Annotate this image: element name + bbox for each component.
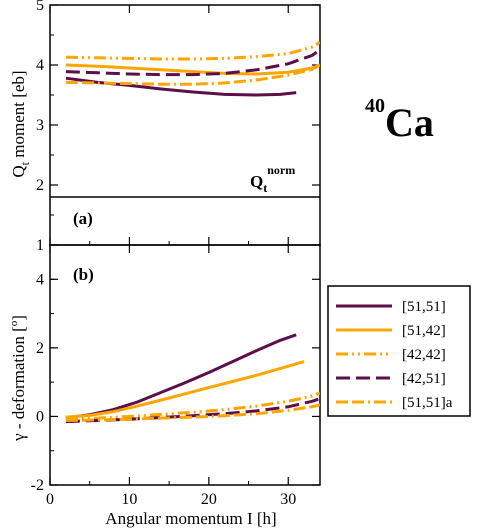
panel-b: -2 0 2 4: [31, 244, 321, 494]
y-tick-label: 3: [36, 117, 44, 134]
series-line--42-42-: [65, 40, 320, 61]
legend-label: [51,42]: [402, 323, 446, 339]
y-tick-label: 2: [36, 177, 44, 194]
x-tick-label: 10: [121, 491, 137, 508]
series-line--51-51-a: [65, 63, 320, 86]
panel-b-ylabel: γ - deformation [o]: [8, 315, 28, 442]
legend-label: [42,42]: [402, 347, 446, 363]
panel-a-ylabel: Qt moment [eb]: [9, 70, 32, 177]
legend: [51,51] [51,42] [42,42] [42,51] [51,51]a: [336, 299, 453, 411]
panel-a: 1 2 3 4 5: [36, 0, 321, 254]
legend-box: [327, 285, 471, 417]
y-tick-label: 4: [36, 57, 44, 74]
series-line--51-51-a: [65, 403, 320, 422]
y-tick-label: 2: [36, 340, 44, 357]
y-tick-label: 1: [36, 237, 44, 254]
x-tick-label: 30: [280, 491, 296, 508]
y-tick-label: -2: [31, 477, 44, 494]
series-line--51-51-: [65, 333, 297, 420]
legend-label: [51,51]: [402, 299, 446, 315]
panel-a-label: (a): [73, 209, 93, 228]
legend-label: [51,51]a: [402, 395, 453, 411]
x-tick-label: 20: [201, 491, 217, 508]
element-label: 40Ca: [365, 95, 434, 145]
series-line--51-42-: [65, 360, 305, 419]
qt-norm-annotation: Qtnorm: [250, 163, 295, 195]
series-line--42-51-: [65, 48, 320, 77]
x-axis-label: Angular momentum I [h]: [105, 509, 276, 528]
y-tick-label: 5: [36, 0, 44, 14]
y-tick-label: 4: [36, 271, 44, 288]
plot-frame: [49, 244, 321, 486]
x-tick-label: 0: [46, 491, 54, 508]
series-line--51-42-: [65, 63, 320, 76]
y-tick-label: 0: [36, 408, 44, 425]
legend-label: [42,51]: [402, 371, 446, 387]
panel-b-label: (b): [73, 265, 94, 284]
series-line--42-42-: [65, 391, 320, 422]
